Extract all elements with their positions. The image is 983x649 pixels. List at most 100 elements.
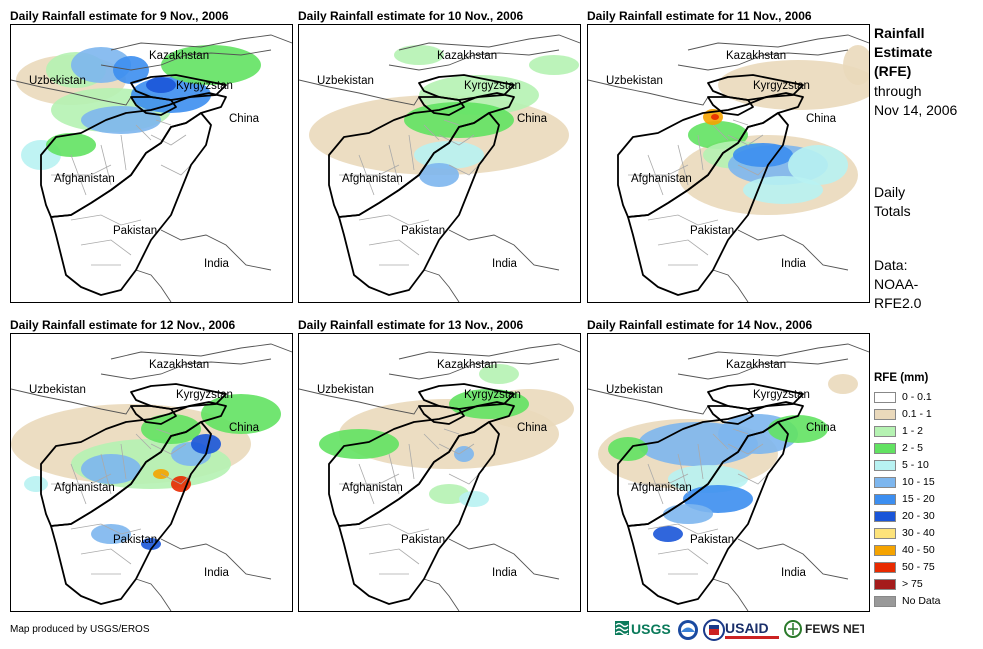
country-label-uzbekistan: Uzbekistan bbox=[29, 384, 86, 396]
province-border bbox=[438, 119, 475, 146]
legend-swatch bbox=[874, 511, 896, 522]
province-border bbox=[51, 124, 152, 196]
legend-title-estimate: Estimate bbox=[874, 44, 933, 60]
legend-label: 0.1 - 1 bbox=[902, 408, 932, 420]
province-border bbox=[628, 124, 729, 196]
country-label-india: India bbox=[204, 567, 229, 579]
rainfall-area bbox=[419, 163, 459, 187]
legend-label: 5 - 10 bbox=[902, 459, 929, 471]
rainfall-area bbox=[141, 414, 201, 444]
legend-swatch bbox=[874, 562, 896, 573]
legend-swatch bbox=[874, 477, 896, 488]
legend-swatch bbox=[874, 392, 896, 403]
side-source-1: NOAA- bbox=[874, 276, 919, 292]
province-border bbox=[358, 468, 485, 575]
map-frame: Kazakhstan Uzbekistan Kyrgyzstan China Afgha… bbox=[10, 333, 293, 612]
country-border-bold bbox=[627, 421, 789, 605]
legend-title-rainfall: Rainfall bbox=[874, 25, 925, 41]
country-border bbox=[388, 343, 580, 380]
country-label-kazakhstan: Kazakhstan bbox=[437, 50, 498, 62]
map-frame: Kazakhstan Uzbekistan Kyrgyzstan China Afgha… bbox=[298, 333, 581, 612]
rainfall-area bbox=[146, 77, 176, 93]
province-border bbox=[150, 119, 187, 146]
rainfall-area bbox=[828, 374, 858, 394]
rainfall-area bbox=[394, 45, 444, 65]
country-label-uzbekistan: Uzbekistan bbox=[29, 75, 86, 87]
country-label-kazakhstan: Kazakhstan bbox=[726, 359, 787, 371]
panel-title: Daily Rainfall estimate for 14 Nov., 200… bbox=[587, 318, 813, 332]
country-label-afghanistan: Afghanistan bbox=[54, 482, 115, 494]
legend-title-rfe: (RFE) bbox=[874, 63, 912, 79]
province-border bbox=[70, 468, 197, 575]
country-label-afghanistan: Afghanistan bbox=[342, 173, 403, 185]
legend-label: 1 - 2 bbox=[902, 425, 924, 437]
country-border-bold bbox=[130, 74, 227, 101]
province-border bbox=[51, 433, 152, 505]
country-border bbox=[11, 388, 132, 415]
country-border bbox=[423, 229, 560, 302]
province-border bbox=[647, 468, 774, 575]
rainfall-area bbox=[743, 176, 823, 204]
legend-swatch bbox=[874, 443, 896, 454]
country-label-kazakhstan: Kazakhstan bbox=[149, 50, 210, 62]
legend-swatch bbox=[874, 426, 896, 437]
country-label-afghanistan: Afghanistan bbox=[54, 173, 115, 185]
noaa-logo bbox=[676, 618, 700, 642]
country-border-bold bbox=[50, 112, 212, 296]
country-label-afghanistan: Afghanistan bbox=[631, 482, 692, 494]
rainfall-area bbox=[663, 504, 713, 524]
svg-text:FEWS NET: FEWS NET bbox=[805, 622, 864, 636]
rainfall-area bbox=[608, 437, 648, 461]
side-through: through bbox=[874, 83, 922, 99]
country-label-india: India bbox=[204, 258, 229, 270]
svg-text:USGS: USGS bbox=[631, 621, 671, 637]
seal-logo bbox=[702, 618, 726, 642]
country-label-india: India bbox=[492, 567, 517, 579]
rainfall-map bbox=[299, 34, 580, 302]
province-border bbox=[647, 159, 774, 266]
panel-title: Daily Rainfall estimate for 11 Nov., 200… bbox=[587, 9, 812, 23]
country-label-uzbekistan: Uzbekistan bbox=[606, 75, 663, 87]
country-label-china: China bbox=[517, 113, 548, 125]
rainfall-map bbox=[11, 34, 292, 302]
country-label-kyrgyzstan: Kyrgyzstan bbox=[176, 389, 233, 401]
country-border bbox=[388, 34, 580, 71]
province-border bbox=[628, 433, 729, 505]
country-border-bold bbox=[130, 383, 227, 410]
country-border-bold bbox=[130, 96, 177, 116]
country-border-bold bbox=[627, 112, 789, 296]
country-border bbox=[588, 79, 709, 106]
legend-label: 2 - 5 bbox=[902, 442, 924, 454]
country-border-bold bbox=[707, 405, 754, 425]
map-panel: Daily Rainfall estimate for 13 Nov., 200… bbox=[298, 317, 585, 612]
country-label-china: China bbox=[517, 422, 548, 434]
legend-swatch bbox=[874, 545, 896, 556]
country-label-china: China bbox=[806, 422, 837, 434]
rainfall-area bbox=[459, 491, 489, 507]
legend-label: 0 - 0.1 bbox=[902, 391, 932, 403]
rainfall-area bbox=[24, 476, 48, 492]
legend-label: No Data bbox=[902, 595, 941, 607]
country-label-kazakhstan: Kazakhstan bbox=[149, 359, 210, 371]
rainfall-area bbox=[91, 524, 131, 544]
map-frame: Kazakhstan Uzbekistan Kyrgyzstan China Afgha… bbox=[587, 24, 870, 303]
country-label-pakistan: Pakistan bbox=[113, 225, 158, 237]
map-frame: Kazakhstan Uzbekistan Kyrgyzstan China Afgha… bbox=[298, 24, 581, 303]
country-border bbox=[135, 538, 272, 611]
rainfall-area bbox=[718, 60, 869, 110]
country-label-afghanistan: Afghanistan bbox=[631, 173, 692, 185]
province-border bbox=[339, 433, 440, 505]
country-border-bold bbox=[50, 421, 212, 605]
country-label-pakistan: Pakistan bbox=[113, 534, 158, 546]
country-label-pakistan: Pakistan bbox=[401, 534, 446, 546]
rainfall-area bbox=[81, 106, 161, 134]
province-border bbox=[727, 428, 764, 455]
rainfall-area bbox=[711, 114, 719, 120]
map-frame: Kazakhstan Uzbekistan Kyrgyzstan China Afgha… bbox=[10, 24, 293, 303]
legend-swatch bbox=[874, 409, 896, 420]
country-border bbox=[299, 388, 420, 415]
country-border-bold bbox=[707, 74, 804, 101]
legend-swatch bbox=[874, 494, 896, 505]
country-border bbox=[588, 388, 709, 415]
map-panel: Daily Rainfall estimate for 14 Nov., 200… bbox=[587, 317, 874, 612]
